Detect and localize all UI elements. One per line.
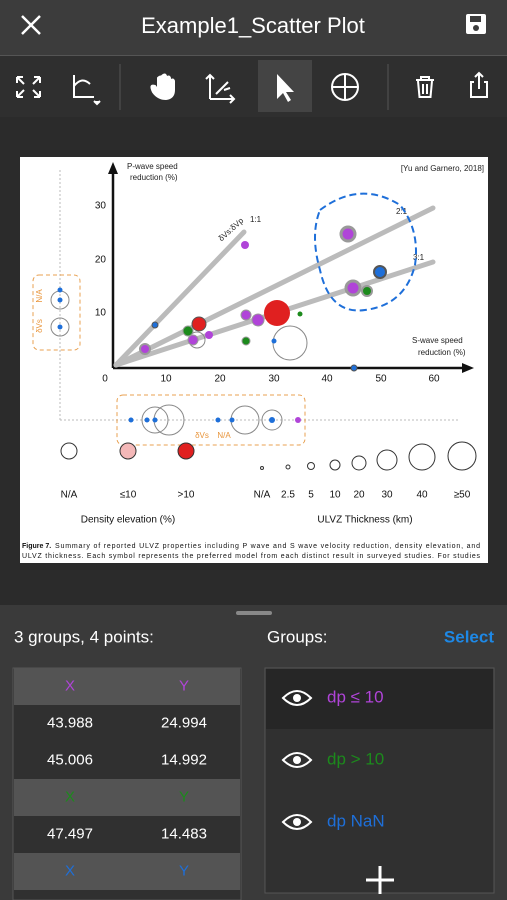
add-point-button[interactable] xyxy=(331,73,359,101)
box-label: δVs xyxy=(35,319,44,333)
thickness-legend-title: ULVZ Thickness (km) xyxy=(317,515,412,526)
density-legend-label: ≤10 xyxy=(120,490,137,501)
figure-x-tick-label: 10 xyxy=(160,374,172,385)
box-label: δVs xyxy=(195,431,209,440)
visibility-toggle[interactable] xyxy=(281,690,313,706)
visibility-toggle-pupil xyxy=(293,818,301,826)
thickness-legend-label: 40 xyxy=(416,490,428,501)
figure-y-tick-label: 20 xyxy=(95,255,107,266)
thickness-legend-label: 20 xyxy=(353,490,365,501)
density-legend-title: Density elevation (%) xyxy=(81,515,175,526)
caption: Summary of reported ULVZ properties incl… xyxy=(55,543,480,550)
line-label: 1:1 xyxy=(250,215,262,224)
table-header-cell: Y xyxy=(179,788,189,805)
calibrate-button[interactable] xyxy=(205,73,236,104)
box-label: N/A xyxy=(217,431,231,440)
table-cell: 43.988 xyxy=(47,714,93,731)
header-bar xyxy=(0,0,507,55)
table-header-row xyxy=(14,779,240,816)
table-cell: 14.483 xyxy=(161,825,207,842)
figure-x-tick-label: 30 xyxy=(268,374,280,385)
table-cell: 14.992 xyxy=(161,751,207,768)
x-axis-label: S-wave speed xyxy=(412,336,463,345)
y-axis-label: P-wave speed xyxy=(127,162,178,171)
box-label: N/A xyxy=(35,289,44,303)
thickness-legend-label: 30 xyxy=(381,490,393,501)
table-header-cell: X xyxy=(65,862,75,879)
line-label: 2:1 xyxy=(396,207,408,216)
thickness-legend-label: 5 xyxy=(308,490,314,501)
thickness-legend-label: ≥50 xyxy=(454,490,471,501)
thickness-legend-label: N/A xyxy=(254,490,271,501)
save-button[interactable] xyxy=(466,14,486,34)
thickness-legend-label: 10 xyxy=(329,490,341,501)
group-name[interactable]: dp ≤ 10 xyxy=(327,687,384,706)
select-button[interactable] xyxy=(277,74,294,102)
caption-lead: Figure 7. xyxy=(22,543,51,550)
table-header-cell: X xyxy=(65,677,75,694)
groups-label: Groups: xyxy=(267,627,327,646)
figure-x-tick-label: 40 xyxy=(321,374,333,385)
table-header-cell: Y xyxy=(179,862,189,879)
y-axis-label: reduction (%) xyxy=(130,173,178,182)
visibility-toggle[interactable] xyxy=(281,752,313,768)
figure-y-tick-label: 30 xyxy=(95,201,107,212)
table-header-cell: X xyxy=(65,788,75,805)
citation: [Yu and Garnero, 2018] xyxy=(401,164,484,173)
close-button[interactable] xyxy=(21,15,41,35)
delete-button[interactable] xyxy=(416,76,434,98)
visibility-toggle[interactable] xyxy=(281,814,313,830)
share-button[interactable] xyxy=(470,71,488,98)
table-cell: 47.497 xyxy=(47,825,93,842)
x-axis-label: reduction (%) xyxy=(418,348,466,357)
pan-button[interactable] xyxy=(150,73,175,101)
visibility-toggle-pupil xyxy=(293,756,301,764)
density-legend-label: N/A xyxy=(61,490,78,501)
figure-x-tick-label: 0 xyxy=(102,374,108,385)
figure-y-tick-label: 10 xyxy=(95,308,107,319)
group-name[interactable]: dp > 10 xyxy=(327,749,384,768)
thickness-legend-label: 2.5 xyxy=(281,490,295,501)
table-header-row xyxy=(14,853,240,890)
table-cell: 45.006 xyxy=(47,751,93,768)
caption: ULVZ thickness. Each symbol represents t… xyxy=(22,553,481,560)
table-header-cell: Y xyxy=(179,677,189,694)
table-cell: 24.994 xyxy=(161,714,207,731)
drag-handle[interactable] xyxy=(236,611,272,615)
group-row-selected xyxy=(266,669,493,729)
group-name[interactable]: dp NaN xyxy=(327,811,385,830)
table-header-row xyxy=(14,668,240,705)
figure-x-tick-label: 60 xyxy=(428,374,440,385)
visibility-toggle-pupil xyxy=(293,694,301,702)
screen-title: Example1_Scatter Plot xyxy=(141,13,365,38)
density-legend-label: >10 xyxy=(178,490,195,501)
figure-points xyxy=(57,225,387,423)
figure-x-tick-label: 50 xyxy=(375,374,387,385)
axes-button[interactable] xyxy=(73,75,101,106)
points-summary: 3 groups, 4 points: xyxy=(14,627,154,646)
select-button[interactable]: Select xyxy=(444,627,494,646)
figure-image xyxy=(20,157,488,563)
add-group-button[interactable] xyxy=(366,866,394,894)
figure-x-tick-label: 20 xyxy=(214,374,226,385)
line-label: 3:1 xyxy=(413,253,425,262)
fit-button[interactable] xyxy=(16,76,41,98)
